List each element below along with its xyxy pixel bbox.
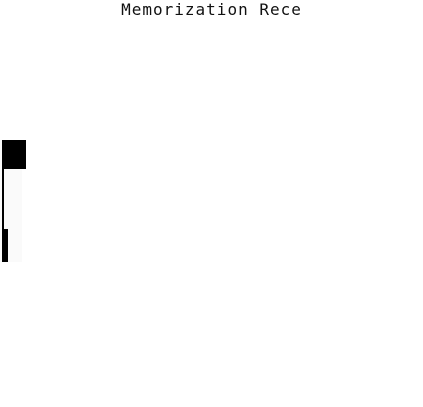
bar <box>2 169 4 229</box>
bar-group <box>2 140 26 262</box>
chart-title: Memorization Rece <box>121 0 302 19</box>
row-background <box>0 169 22 229</box>
bar <box>2 140 26 169</box>
bar <box>2 229 8 262</box>
